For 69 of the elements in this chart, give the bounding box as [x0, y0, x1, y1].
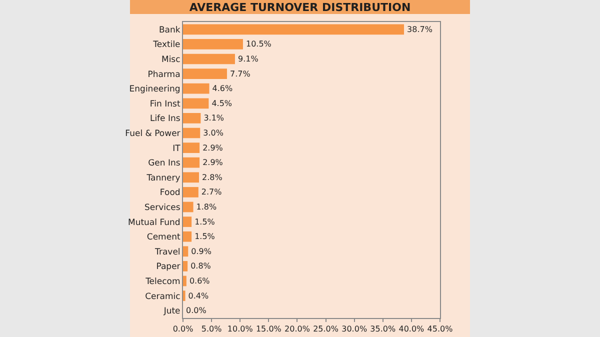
bar — [183, 202, 194, 212]
bar — [183, 246, 188, 257]
bar — [183, 172, 199, 183]
data-label: 0.9% — [191, 246, 212, 256]
data-label: 38.7% — [407, 24, 433, 34]
data-label: 2.9% — [202, 143, 224, 152]
chart-title: AVERAGE TURNOVER DISTRIBUTION — [189, 0, 411, 14]
bar — [183, 142, 200, 153]
data-label: 10.5% — [246, 40, 272, 49]
y-tick-label: Jute — [162, 306, 180, 317]
x-tick-label: 35.0% — [370, 324, 396, 334]
bar — [183, 276, 186, 286]
data-label: 1.5% — [194, 217, 216, 226]
data-label: 0.8% — [190, 262, 212, 271]
y-tick-label: Misc — [161, 54, 181, 65]
y-tick-label: Textile — [152, 40, 180, 50]
data-label: 0.4% — [188, 291, 210, 300]
y-tick-label: Pharma — [148, 70, 180, 80]
bar — [183, 54, 235, 64]
x-tick-label: 40.0% — [398, 324, 425, 334]
y-tick-label: Mutual Fund — [128, 218, 180, 228]
data-label: 2.7% — [201, 188, 222, 197]
y-tick-label: Cement — [146, 232, 181, 243]
data-label: 2.9% — [202, 158, 224, 168]
x-tick-label: 15.0% — [256, 324, 282, 334]
bar — [183, 83, 210, 94]
y-tick-label: Telecom — [144, 276, 180, 287]
x-tick-label: 45.0% — [427, 324, 454, 334]
y-tick-label: Life Ins — [150, 114, 181, 124]
y-tick-label: Gen Ins — [148, 158, 181, 169]
data-label: 3.0% — [203, 128, 224, 138]
data-label: 1.5% — [194, 232, 216, 242]
bar — [183, 24, 404, 35]
y-tick-label: Fin Inst — [150, 99, 181, 110]
bar — [183, 261, 188, 272]
x-tick-label: 30.0% — [342, 324, 368, 334]
bar — [183, 113, 201, 124]
data-label: 7.7% — [230, 69, 251, 78]
bar — [183, 68, 227, 79]
y-tick-label: Travel — [154, 247, 180, 258]
bar — [183, 187, 198, 198]
bar — [183, 231, 192, 242]
data-label: 2.8% — [202, 172, 223, 182]
y-tick-label: Engineering — [129, 84, 180, 95]
x-tick-label: 5.0% — [201, 324, 222, 334]
bar — [183, 128, 200, 138]
bar — [183, 157, 200, 168]
bar — [183, 216, 192, 227]
y-tick-label: Ceramic — [145, 292, 181, 302]
bar — [183, 39, 243, 50]
data-label: 4.5% — [212, 98, 232, 108]
data-label: 3.1% — [204, 114, 224, 123]
y-tick-label: IT — [172, 144, 182, 154]
data-label: 0.0% — [186, 306, 207, 316]
y-tick-label: Bank — [158, 25, 180, 36]
y-tick-label: Fuel & Power — [125, 128, 181, 139]
x-tick-label: 0.0% — [172, 324, 194, 334]
data-label: 1.8% — [196, 202, 218, 212]
x-tick-label: 25.0% — [313, 324, 339, 334]
x-tick-label: 10.0% — [227, 324, 254, 334]
data-label: 0.6% — [189, 276, 210, 286]
y-tick-label: Services — [144, 202, 181, 213]
data-label: 4.6% — [212, 84, 233, 94]
y-tick-label: Food — [160, 188, 180, 198]
data-label: 9.1% — [238, 54, 259, 64]
x-tick-label: 20.0% — [284, 324, 310, 334]
bar — [183, 98, 209, 109]
y-tick-label: Paper — [156, 262, 181, 272]
y-tick-label: Tannery — [146, 173, 180, 184]
